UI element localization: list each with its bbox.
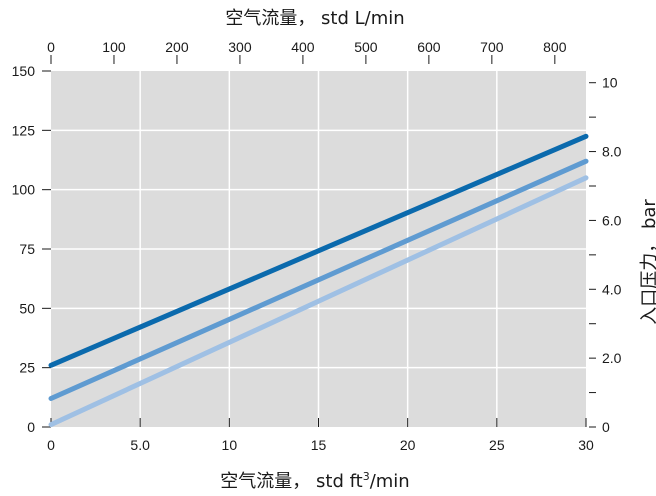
right-tick-label: 2.0 <box>602 350 622 366</box>
x-axis-title-main: 空气流量， std ft <box>220 471 362 492</box>
top-tick-label: 0 <box>47 39 55 55</box>
x-tick-label: 30 <box>578 437 594 453</box>
right-tick-label: 0 <box>602 419 610 435</box>
y-tick-label: 75 <box>19 241 35 257</box>
x-tick-label: 25 <box>489 437 505 453</box>
top-tick-label: 700 <box>480 39 504 55</box>
top-tick-label: 100 <box>102 39 126 55</box>
y-tick-label: 150 <box>12 63 36 79</box>
top-tick-label: 600 <box>417 39 441 55</box>
right-tick-label: 4.0 <box>602 281 622 297</box>
y-axis-left: 0 25 50 75 100 125 150 <box>12 63 51 435</box>
right-axis-title: 入口压力， bar <box>639 199 656 325</box>
top-axis-title: 空气流量， std L/min <box>225 8 404 29</box>
top-tick-label: 400 <box>291 39 315 55</box>
y-tick-label: 125 <box>12 122 36 138</box>
x-tick-label: 20 <box>400 437 416 453</box>
top-tick-label: 800 <box>543 39 567 55</box>
x-axis-top: 0 100 200 300 400 500 600 700 800 <box>47 39 567 64</box>
right-tick-label: 6.0 <box>602 212 622 228</box>
right-tick-label: 10 <box>602 75 618 91</box>
top-tick-label: 300 <box>228 39 252 55</box>
x-axis-title-superscript: 3 <box>363 470 370 483</box>
x-axis-bottom: 0 5.0 10 15 20 25 30 <box>47 418 594 453</box>
x-tick-label: 5.0 <box>130 437 150 453</box>
top-tick-label: 500 <box>354 39 378 55</box>
series-line-2 <box>48 158 589 401</box>
series-lines <box>48 133 589 428</box>
y-tick-label: 0 <box>27 419 35 435</box>
x-tick-label: 15 <box>311 437 327 453</box>
y-tick-label: 50 <box>19 300 35 316</box>
top-tick-label: 200 <box>165 39 189 55</box>
x-tick-label: 0 <box>47 437 55 453</box>
series-line-1 <box>48 133 589 368</box>
x-axis-title: 空气流量， std ft3/min <box>220 470 409 492</box>
y-tick-label: 25 <box>19 360 35 376</box>
series-line-3 <box>48 175 589 428</box>
x-axis-title-tail: /min <box>370 471 410 492</box>
y-axis-right: 0 2.0 4.0 6.0 8.0 10 <box>589 75 622 435</box>
x-tick-label: 10 <box>222 437 238 453</box>
right-tick-label: 8.0 <box>602 144 622 160</box>
y-tick-label: 100 <box>12 182 36 198</box>
